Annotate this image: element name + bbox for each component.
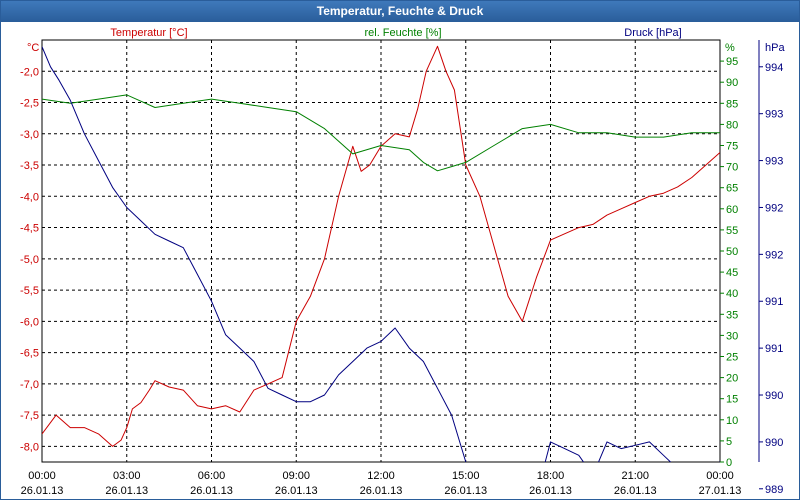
line-chart: °C % hPa Temperatur [°C] rel. Feuchte [%… xyxy=(20,27,785,497)
temperature-tick-label: -5,0 xyxy=(20,254,39,266)
humidity-tick-label: 90 xyxy=(726,77,738,89)
temperature-tick-label: -2,0 xyxy=(20,66,39,78)
humidity-tick-label: 65 xyxy=(726,183,738,195)
pressure-tick-label: 994 xyxy=(765,62,783,74)
x-tick-time: 21:00 xyxy=(621,470,649,482)
x-tick-time: 06:00 xyxy=(198,470,226,482)
x-tick-date: 26.01.13 xyxy=(529,485,572,497)
pressure-tick-label: 990 xyxy=(765,437,783,449)
pressure-tick-label: 993 xyxy=(765,156,783,168)
pressure-tick-label: 989 xyxy=(765,484,783,496)
humidity-tick-label: 70 xyxy=(726,162,738,174)
humidity-unit-label: % xyxy=(725,42,735,54)
humidity-tick-label: 60 xyxy=(726,204,738,216)
humidity-legend-label: rel. Feuchte [%] xyxy=(364,27,441,39)
x-tick-time: 15:00 xyxy=(452,470,480,482)
humidity-tick-label: 85 xyxy=(726,98,738,110)
temperature-tick-label: -6,0 xyxy=(20,316,39,328)
x-tick-time: 00:00 xyxy=(28,470,56,482)
temperature-tick-label: -6,5 xyxy=(20,348,39,360)
humidity-tick-label: 45 xyxy=(726,267,738,279)
x-tick-date: 26.01.13 xyxy=(190,485,233,497)
temperature-tick-label: -2,5 xyxy=(20,98,39,110)
pressure-tick-label: 991 xyxy=(765,343,783,355)
series-line-temperature xyxy=(42,45,720,447)
temperature-tick-label: -3,5 xyxy=(20,160,39,172)
temperature-tick-label: -4,5 xyxy=(20,223,39,235)
x-tick-time: 00:00 xyxy=(706,470,734,482)
series-line-humidity xyxy=(42,94,720,172)
humidity-tick-label: 95 xyxy=(726,56,738,68)
window-title: Temperatur, Feuchte & Druck xyxy=(1,1,799,22)
x-tick-date: 26.01.13 xyxy=(21,485,64,497)
x-tick-date: 26.01.13 xyxy=(360,485,403,497)
x-tick-date: 26.01.13 xyxy=(105,485,148,497)
temperature-tick-label: -7,5 xyxy=(20,410,39,422)
x-tick-date: 26.01.13 xyxy=(444,485,487,497)
humidity-tick-label: 0 xyxy=(726,457,732,469)
temperature-tick-label: -5,5 xyxy=(20,285,39,297)
humidity-tick-label: 55 xyxy=(726,225,738,237)
temperature-tick-label: -4,0 xyxy=(20,191,39,203)
humidity-tick-label: 25 xyxy=(726,352,738,364)
temperature-tick-label: -8,0 xyxy=(20,441,39,453)
pressure-tick-label: 993 xyxy=(765,109,783,121)
pressure-tick-label: 991 xyxy=(765,296,783,308)
axis-layer: °C % hPa Temperatur [°C] rel. Feuchte [%… xyxy=(20,27,785,497)
humidity-tick-label: 80 xyxy=(726,119,738,131)
temperature-unit-label: °C xyxy=(27,42,39,54)
x-tick-time: 03:00 xyxy=(113,470,141,482)
x-tick-date: 26.01.13 xyxy=(614,485,657,497)
pressure-tick-label: 990 xyxy=(765,390,783,402)
humidity-tick-label: 5 xyxy=(726,436,732,448)
x-tick-time: 09:00 xyxy=(282,470,310,482)
humidity-tick-label: 75 xyxy=(726,141,738,153)
pressure-unit-label: hPa xyxy=(765,42,785,54)
humidity-tick-label: 50 xyxy=(726,246,738,258)
temperature-legend-label: Temperatur [°C] xyxy=(110,27,187,39)
temperature-tick-label: -7,0 xyxy=(20,379,39,391)
humidity-tick-label: 20 xyxy=(726,373,738,385)
pressure-tick-label: 992 xyxy=(765,249,783,261)
x-tick-time: 18:00 xyxy=(537,470,565,482)
pressure-tick-label: 992 xyxy=(765,202,783,214)
humidity-tick-label: 15 xyxy=(726,394,738,406)
humidity-tick-label: 30 xyxy=(726,330,738,342)
x-tick-date: 26.01.13 xyxy=(275,485,318,497)
humidity-tick-label: 35 xyxy=(726,309,738,321)
series-line-pressure xyxy=(42,46,720,462)
gridlines xyxy=(42,40,720,462)
pressure-legend-label: Druck [hPa] xyxy=(624,27,681,39)
humidity-tick-label: 40 xyxy=(726,288,738,300)
x-tick-time: 12:00 xyxy=(367,470,395,482)
x-tick-date: 27.01.13 xyxy=(699,485,742,497)
temperature-tick-label: -3,0 xyxy=(20,129,39,141)
humidity-tick-label: 10 xyxy=(726,415,738,427)
series-layer xyxy=(42,45,720,462)
